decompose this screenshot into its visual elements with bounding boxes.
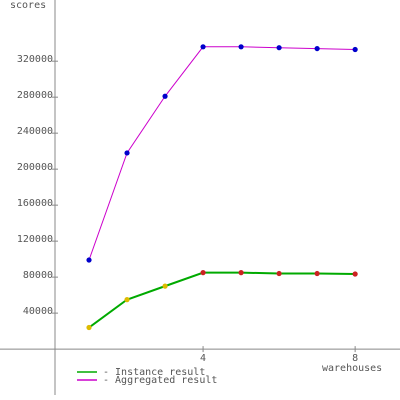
point <box>86 324 92 331</box>
point <box>162 93 168 99</box>
point <box>276 270 282 277</box>
point <box>86 257 92 263</box>
point <box>276 45 282 51</box>
y-tick-label: 80000 <box>23 270 53 281</box>
point <box>162 283 168 289</box>
x-axis-label: warehouses <box>322 363 382 374</box>
point <box>352 46 358 53</box>
legend-label: - Aggregated result <box>103 375 217 386</box>
y-tick-label: 320000 <box>17 54 53 65</box>
point <box>238 270 244 276</box>
point <box>352 271 358 277</box>
y-tick-label: 200000 <box>17 162 53 173</box>
legend-label: - Instance result <box>103 367 205 378</box>
point <box>124 150 130 156</box>
y-tick-label: 280000 <box>17 90 53 101</box>
point <box>124 297 130 303</box>
y-tick-label: 240000 <box>17 126 53 137</box>
point <box>314 270 320 277</box>
series-line <box>88 46 356 261</box>
y-tick-label: 120000 <box>17 234 53 245</box>
point <box>200 270 206 276</box>
point <box>238 44 244 50</box>
x-tick-label: 8 <box>352 353 358 364</box>
y-tick-label: 40000 <box>23 306 53 317</box>
y-tick-label: 160000 <box>17 198 53 209</box>
series-line <box>88 271 356 329</box>
y-axis-label: scores <box>10 0 46 11</box>
point <box>314 45 320 52</box>
x-tick-label: 4 <box>200 353 206 364</box>
point <box>200 44 206 50</box>
